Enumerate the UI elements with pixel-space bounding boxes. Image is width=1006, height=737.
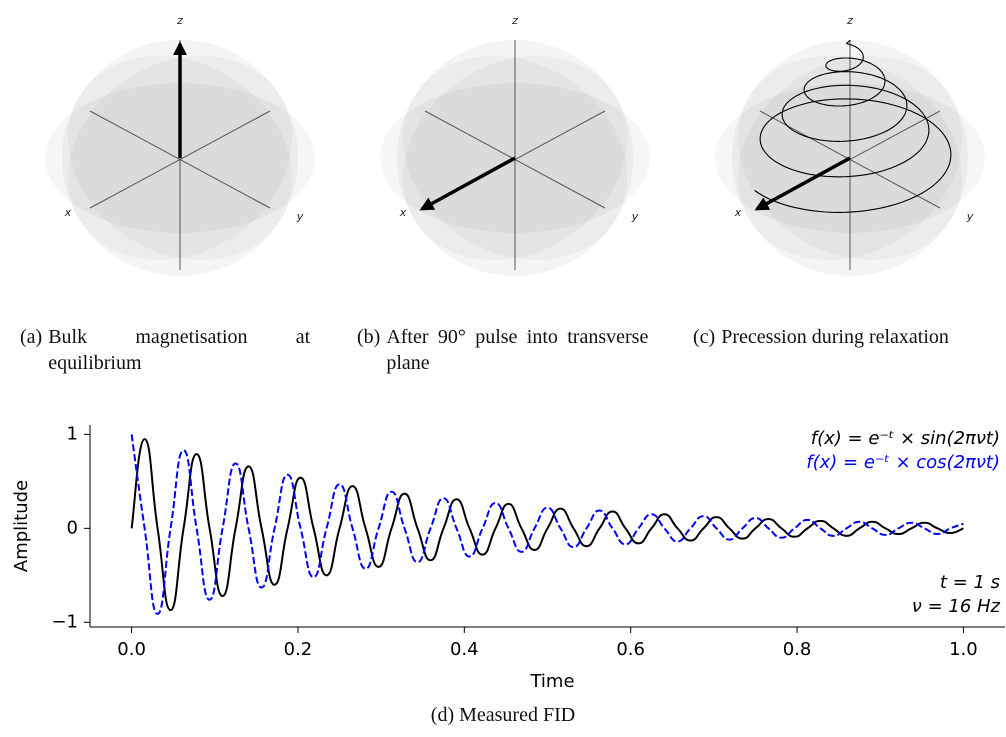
y-tick-label: 1 <box>67 423 78 444</box>
annotation: ν = 16 Hz <box>912 596 1001 617</box>
caption-text: Measured FID <box>459 704 576 726</box>
annotation: t = 1 s <box>940 572 1000 593</box>
data-line <box>130 434 964 615</box>
axis-label: x <box>734 206 742 219</box>
y-tick-label: −1 <box>51 611 78 632</box>
x-tick-label: 0.2 <box>284 639 313 660</box>
bloch-sphere: z x y <box>62 14 304 276</box>
x-axis-title: Time <box>529 671 574 692</box>
caption-label: (c) <box>693 326 716 348</box>
legend-entry: f(x) = e⁻ᵗ × sin(2πνt) <box>811 428 1000 449</box>
axis-label: x <box>399 206 407 219</box>
caption: (c) Precession during relaxation <box>693 324 993 350</box>
y-axis-title: Amplitude <box>11 480 32 572</box>
magnetisation-arrow <box>754 156 851 211</box>
x-tick-label: 0.4 <box>450 639 479 660</box>
caption: (b) After 90° pulse into transverse plane <box>357 324 657 376</box>
axis-line <box>89 110 271 209</box>
caption-label: (d) <box>430 704 455 726</box>
axis-label: z <box>176 14 183 27</box>
magnetisation-arrow <box>419 156 516 211</box>
axis-label: z <box>511 14 518 27</box>
axis-label: y <box>966 210 974 223</box>
axis-label: z <box>846 14 853 27</box>
axis-label: x <box>64 206 72 219</box>
x-tick-label: 1.0 <box>949 639 978 660</box>
y-tick-label: 0 <box>67 517 78 538</box>
axis-label: y <box>631 210 639 223</box>
bloch-sphere: z x y <box>732 14 974 276</box>
data-line <box>130 438 964 612</box>
caption-text: Bulk magnetisation at equilibrium <box>48 326 311 374</box>
x-tick-label: 0.6 <box>616 639 645 660</box>
axis-label: y <box>296 210 304 223</box>
x-tick-label: 0.8 <box>783 639 812 660</box>
figure-caption: (d) Measured FID <box>0 704 1006 727</box>
precession-spiral <box>754 39 952 213</box>
caption: (a) Bulk magnetisation at equilibrium <box>20 324 320 376</box>
caption-text: After 90° pulse into transverse plane <box>386 326 649 374</box>
caption-text: Precession during relaxation <box>721 326 949 348</box>
caption-label: (a) <box>20 326 43 348</box>
x-tick-label: 0.0 <box>117 639 146 660</box>
legend-entry: f(x) = e⁻ᵗ × cos(2πνt) <box>806 452 1000 473</box>
bloch-sphere: z x y <box>397 14 639 276</box>
caption-label: (b) <box>357 326 381 348</box>
